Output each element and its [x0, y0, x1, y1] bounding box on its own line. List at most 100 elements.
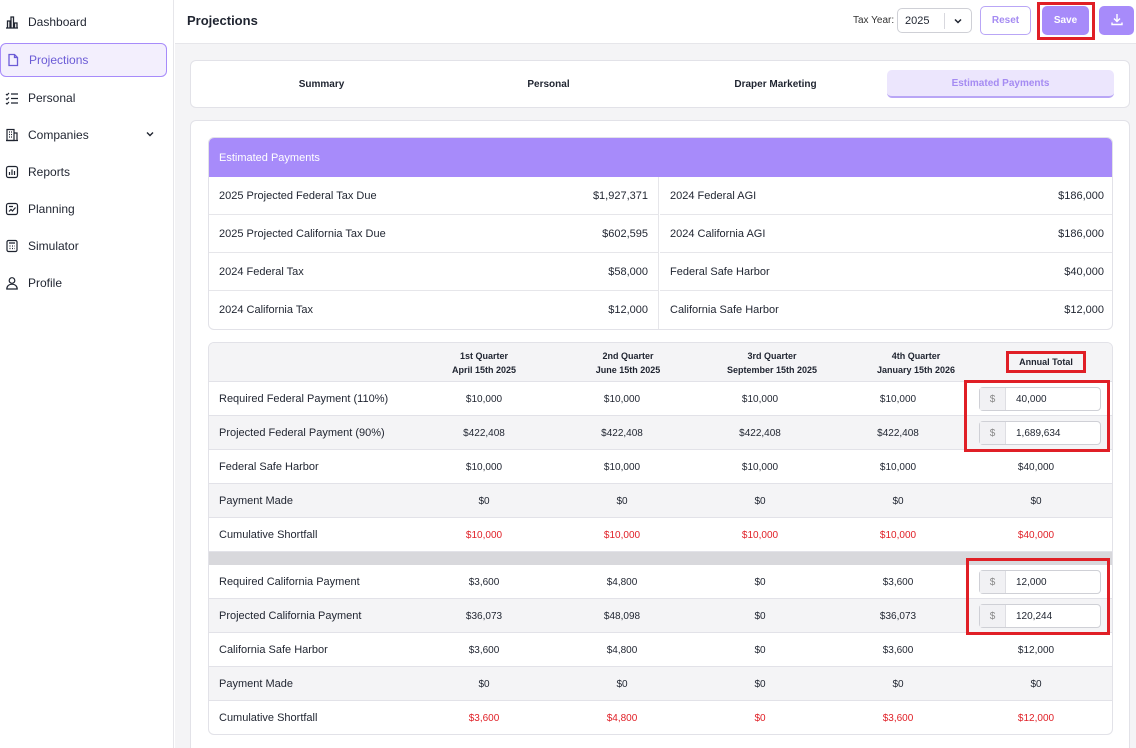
- tax-year-label: Tax Year:: [853, 15, 895, 26]
- quarter-cell: $3,600: [882, 645, 914, 656]
- quarter-cell: $0: [754, 679, 766, 690]
- select-divider: [944, 13, 945, 29]
- column-header-title: 4th Quarter: [891, 351, 941, 361]
- tab-draper-marketing[interactable]: Draper Marketing: [734, 78, 817, 90]
- annual-total-input[interactable]: $1,689,634: [979, 421, 1101, 445]
- chevron-down-icon[interactable]: [145, 128, 155, 142]
- tab-personal[interactable]: Personal: [527, 78, 570, 90]
- row-label: Projected Federal Payment (90%): [219, 427, 385, 439]
- quarter-cell: $0: [892, 679, 904, 690]
- quarter-cell: $10,000: [603, 462, 641, 473]
- row-label: Payment Made: [219, 495, 293, 507]
- summary-row: California Safe Harbor $12,000: [660, 291, 1112, 329]
- tab-summary[interactable]: Summary: [298, 78, 345, 90]
- annual-total-cell: $40,000: [1017, 530, 1055, 541]
- quarter-cell: $422,408: [739, 428, 781, 439]
- table-row: Required Federal Payment (110%) $10,000 $1…: [209, 382, 1112, 416]
- column-header-title: 3rd Quarter: [747, 351, 797, 361]
- row-label: California Safe Harbor: [219, 644, 328, 656]
- sidebar-item-profile[interactable]: Profile: [0, 266, 167, 300]
- annual-total-value[interactable]: 40,000: [1016, 393, 1047, 405]
- annual-total-cell: $12,000: [1017, 713, 1055, 724]
- sidebar-item-planning[interactable]: Planning: [0, 192, 167, 226]
- summary-row: 2024 Federal Tax $58,000: [209, 253, 659, 291]
- table-row: Payment Made $0 $0 $0 $0 $0: [209, 667, 1112, 701]
- summary-value: $602,595: [602, 227, 648, 240]
- annual-total-input[interactable]: $120,244: [979, 604, 1101, 628]
- main-area: Projections Tax Year: 2025 Reset Save Su…: [175, 0, 1136, 748]
- quarter-cell: $10,000: [465, 462, 503, 473]
- annual-total-input[interactable]: $12,000: [979, 570, 1101, 594]
- column-header-q1: 1st Quarter April 15th 2025: [414, 349, 554, 377]
- quarter-cell: $422,408: [877, 428, 919, 439]
- sidebar: Dashboard Projections Personal Companies…: [0, 0, 174, 748]
- summary-title: Estimated Payments: [209, 138, 1112, 177]
- annual-total-cell: $0: [1030, 496, 1042, 507]
- quarter-cell: $10,000: [879, 394, 917, 405]
- sidebar-item-simulator[interactable]: Simulator: [0, 229, 167, 263]
- quarter-cell: $422,408: [463, 428, 505, 439]
- table-row: Cumulative Shortfall $10,000 $10,000 $10,00…: [209, 518, 1112, 552]
- quarter-cell: $36,073: [465, 611, 503, 622]
- row-label: Required California Payment: [219, 576, 360, 588]
- sidebar-item-companies[interactable]: Companies: [0, 118, 167, 152]
- summary-row: Federal Safe Harbor $40,000: [660, 253, 1112, 291]
- row-label: Federal Safe Harbor: [219, 461, 319, 473]
- quarter-cell: $0: [616, 496, 628, 507]
- sidebar-item-label: Projections: [29, 53, 89, 67]
- payments-table-header: 1st Quarter April 15th 2025 2nd Quarter …: [209, 343, 1112, 382]
- sidebar-item-label: Profile: [28, 276, 63, 290]
- quarter-cell: $4,800: [606, 645, 638, 656]
- tax-year-select[interactable]: 2025: [897, 8, 972, 33]
- summary-label: 2024 Federal Tax: [219, 265, 304, 278]
- quarter-cell: $0: [754, 645, 766, 656]
- quarter-cell: $3,600: [468, 577, 500, 588]
- checklist-icon: [4, 90, 20, 106]
- summary-label: 2024 California Tax: [219, 304, 313, 316]
- sidebar-item-projections[interactable]: Projections: [0, 43, 167, 77]
- download-icon: [1110, 12, 1124, 29]
- column-header-date: January 15th 2026: [876, 365, 956, 375]
- column-header-date: September 15th 2025: [726, 365, 818, 375]
- annual-total-value[interactable]: 1,689,634: [1016, 427, 1061, 439]
- sidebar-item-label: Reports: [28, 165, 71, 179]
- annual-total-value[interactable]: 120,244: [1016, 610, 1053, 622]
- quarter-cell: $0: [478, 496, 490, 507]
- download-button[interactable]: [1099, 6, 1134, 35]
- sidebar-item-label: Simulator: [28, 239, 79, 253]
- summary-label: 2025 Projected Federal Tax Due: [219, 189, 377, 202]
- column-header-title: 2nd Quarter: [602, 351, 654, 361]
- quarter-cell: $3,600: [468, 645, 500, 656]
- summary-value: $186,000: [1058, 189, 1104, 202]
- column-header-q2: 2nd Quarter June 15th 2025: [558, 349, 698, 377]
- quarter-cell: $3,600: [468, 713, 500, 724]
- table-row: California Safe Harbor $3,600 $4,800 $0 $3,6…: [209, 633, 1112, 667]
- column-header-annual-total: Annual Total: [1006, 351, 1086, 373]
- tab-estimated-payments[interactable]: Estimated Payments: [887, 70, 1114, 98]
- summary-row: 2024 California Tax $12,000: [209, 291, 659, 329]
- sidebar-item-reports[interactable]: Reports: [0, 155, 167, 189]
- column-header-q3: 3rd Quarter September 15th 2025: [702, 349, 842, 377]
- quarter-cell: $0: [616, 679, 628, 690]
- row-label: Cumulative Shortfall: [219, 712, 318, 724]
- content-card: Estimated Payments 2025 Projected Federa…: [190, 120, 1130, 748]
- top-bar: Projections Tax Year: 2025 Reset Save: [175, 0, 1136, 44]
- quarter-cell: $422,408: [601, 428, 643, 439]
- sidebar-item-label: Personal: [28, 91, 76, 105]
- quarter-cell: $10,000: [465, 530, 503, 541]
- table-row: Cumulative Shortfall $3,600 $4,800 $0 $3,600…: [209, 701, 1112, 734]
- sidebar-item-personal[interactable]: Personal: [0, 81, 167, 115]
- annual-total-cell: $0: [1030, 679, 1042, 690]
- quarter-cell: $3,600: [882, 577, 914, 588]
- annual-total-value[interactable]: 12,000: [1016, 576, 1047, 588]
- reset-button[interactable]: Reset: [980, 6, 1031, 35]
- annual-total-input[interactable]: $40,000: [979, 387, 1101, 411]
- quarter-cell: $10,000: [603, 394, 641, 405]
- quarter-cell: $10,000: [741, 462, 779, 473]
- summary-label: California Safe Harbor: [670, 304, 779, 316]
- federal-annual-highlight-box: [964, 380, 1110, 452]
- planning-icon: [4, 201, 20, 217]
- sidebar-item-dashboard[interactable]: Dashboard: [0, 5, 167, 39]
- save-button[interactable]: Save: [1042, 6, 1089, 35]
- quarter-cell: $0: [754, 496, 766, 507]
